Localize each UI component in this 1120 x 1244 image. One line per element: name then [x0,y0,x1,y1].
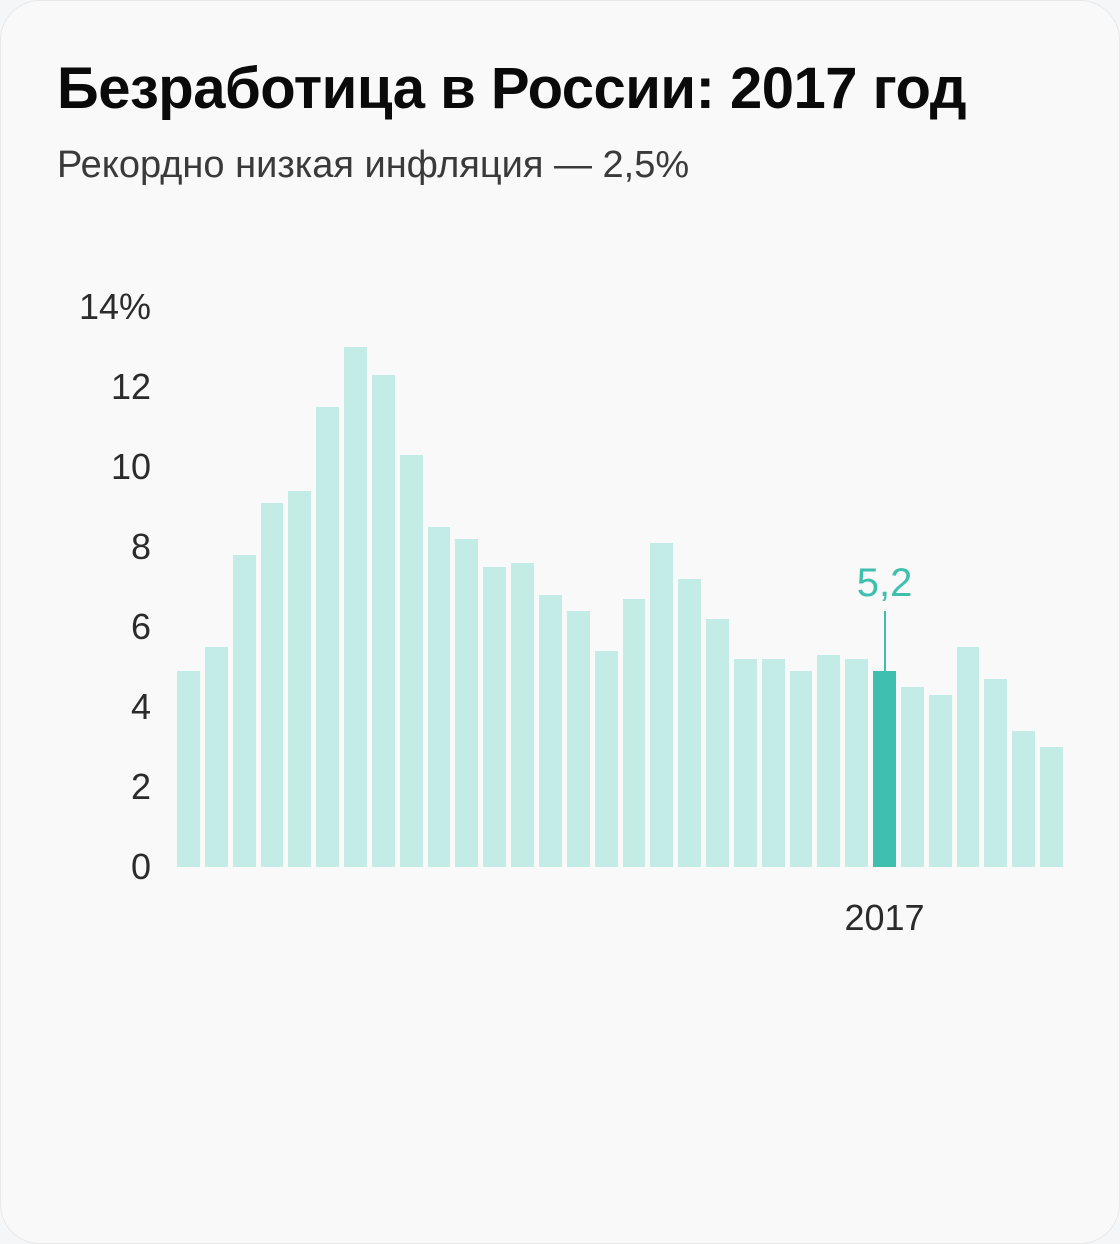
y-tick-label: 12 [41,366,151,408]
chart-title: Безработица в России: 2017 год [57,57,1063,122]
bar [1040,747,1063,867]
chart-card: Безработица в России: 2017 год Рекордно … [0,0,1120,1244]
bar [177,671,200,867]
bar [790,671,813,867]
callout-line [884,611,886,671]
bar [984,679,1007,867]
bar [511,563,534,867]
y-tick-label: 6 [41,606,151,648]
bar [233,555,256,867]
bar [650,543,673,867]
bar [205,647,228,867]
bar [539,595,562,867]
y-tick-label: 2 [41,766,151,808]
bar-plot [177,307,1063,867]
bar [595,651,618,867]
y-tick-label: 4 [41,686,151,728]
chart-area: 02468101214% 5,2 2017 [57,307,1063,1027]
bar [817,655,840,867]
bar [1012,731,1035,867]
bar [957,647,980,867]
bar [400,455,423,867]
bar [455,539,478,867]
bar [901,687,924,867]
y-tick-label: 0 [41,846,151,888]
y-tick-label: 14% [41,286,151,328]
y-tick-label: 10 [41,446,151,488]
bar [929,695,952,867]
bar [567,611,590,867]
chart-subtitle: Рекордно низкая инфляция — 2,5% [57,144,1063,187]
bar [873,671,896,867]
y-tick-label: 8 [41,526,151,568]
bar [483,567,506,867]
bar [288,491,311,867]
y-axis: 02468101214% [57,307,167,867]
bar [428,527,451,867]
bar [316,407,339,867]
bar [845,659,868,867]
bar [678,579,701,867]
bar [261,503,284,867]
bar [372,375,395,867]
bar [734,659,757,867]
bar [762,659,785,867]
bar [706,619,729,867]
bar [344,347,367,867]
x-axis-label: 2017 [844,897,924,939]
callout-label: 5,2 [857,561,913,606]
bar [623,599,646,867]
